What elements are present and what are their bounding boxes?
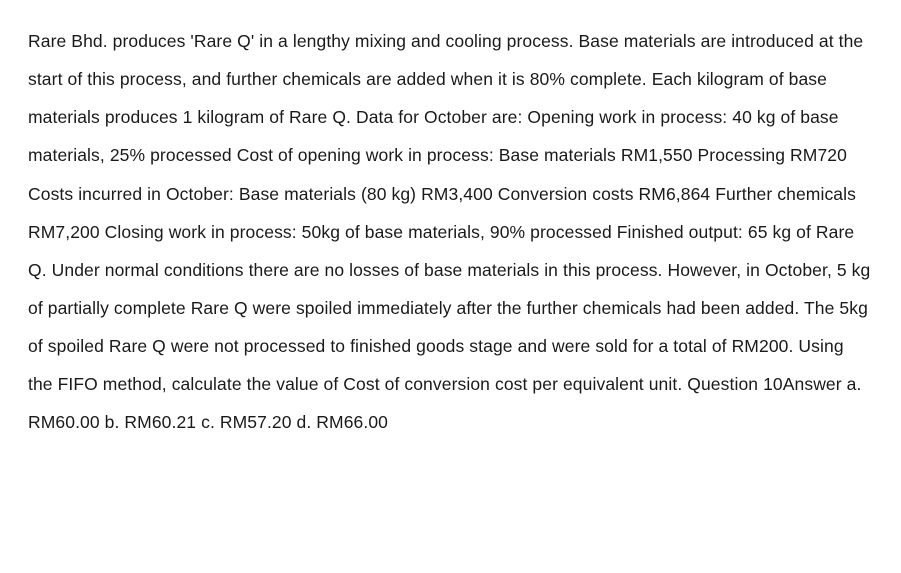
- question-text-body: Rare Bhd. produces 'Rare Q' in a lengthy…: [28, 22, 873, 442]
